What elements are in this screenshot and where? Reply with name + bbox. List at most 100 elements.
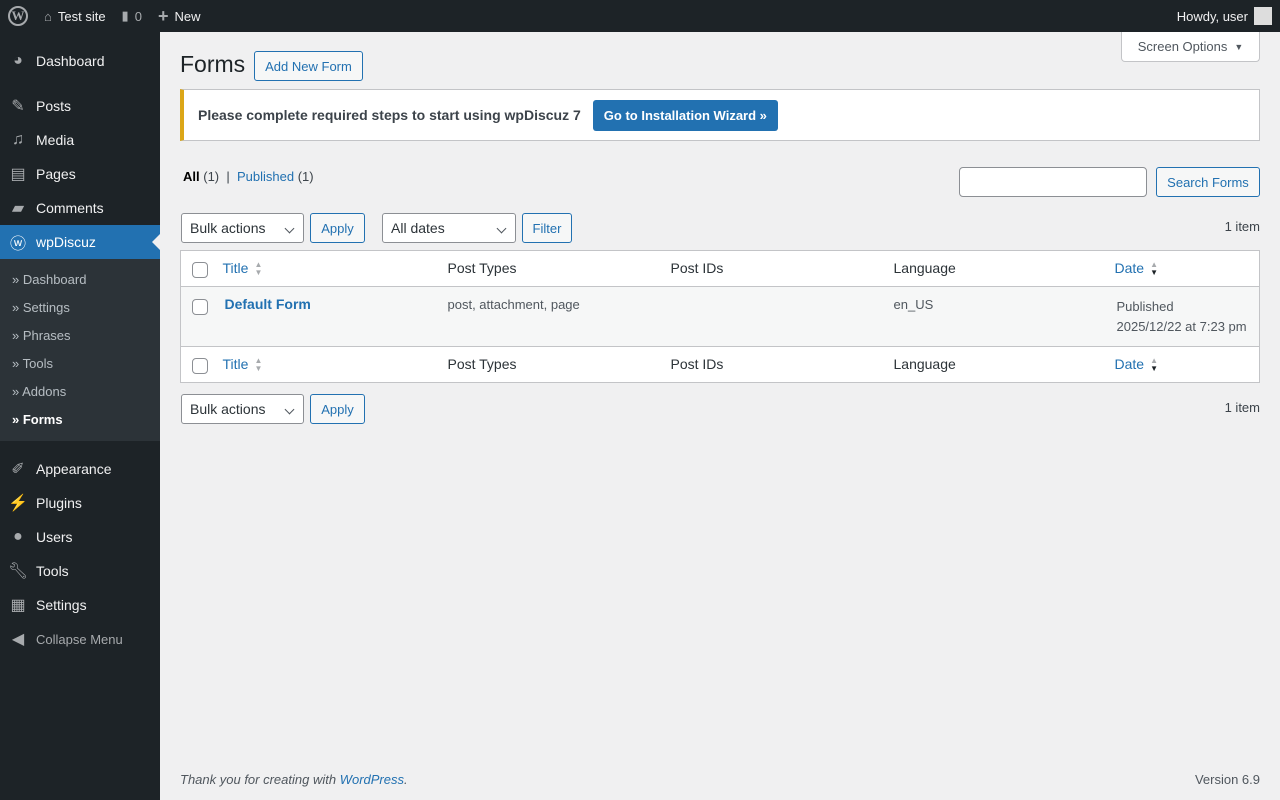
setup-notice: Please complete required steps to start … [180,89,1260,141]
installation-wizard-button[interactable]: Go to Installation Wizard » [592,99,778,131]
select-all-checkbox-footer[interactable] [192,358,208,374]
date-text: 2025/12/22 at 7:23 pm [1116,319,1247,334]
menu-tools[interactable]: 🔧︎ Tools [0,554,160,588]
collapse-label: Collapse Menu [36,631,123,647]
page-title: Forms [180,51,246,77]
submenu-settings[interactable]: » Settings [12,300,70,315]
language-cell: en_US [893,297,934,312]
sort-icon: ▲ ▼ [254,356,263,374]
table-footer: Title ▲ ▼ Post Types Post IDs Language Dat… [181,347,1260,383]
apply-button[interactable]: Apply [310,213,365,243]
menu-label: Dashboard [36,53,105,69]
notice-text: Please complete required steps to start … [198,107,581,123]
table-row: Default Form post, attachment, page en_U… [180,286,1260,347]
bulk-actions-select-bottom[interactable]: Bulk actions [181,394,304,424]
menu-appearance[interactable]: ✐ Appearance [0,452,160,486]
sort-title[interactable]: Title [222,260,249,276]
item-count: 1 item [1224,219,1260,234]
all-count: (1) [203,169,220,184]
bulk-actions-select[interactable]: Bulk actions [181,213,304,243]
column-post-ids: Post IDs [670,260,724,276]
menu-pages[interactable]: ▤ Pages [0,157,160,191]
wrench-icon: 🔧︎ [7,563,29,580]
row-checkbox[interactable] [192,299,208,315]
footer-thanks: Thank you for creating with WordPress. [180,772,408,787]
column-language-footer: Language [893,356,956,372]
dates-select[interactable]: All dates [382,213,516,243]
wordpress-logo-icon[interactable]: W [0,0,36,32]
column-language: Language [893,260,956,276]
thanks-text: Thank you for creating with [180,772,340,787]
submenu-phrases[interactable]: » Phrases [12,328,71,343]
menu-settings[interactable]: ▦ Settings [0,588,160,622]
sort-date[interactable]: Date [1114,260,1145,276]
search-forms-button[interactable]: Search Forms [1156,167,1260,197]
user-icon: ● [13,528,23,545]
post-ids-cell [671,287,894,347]
forms-table: Title ▲ ▼ Post Types Post IDs Language Dat… [180,250,1260,383]
column-post-types: Post Types [447,260,517,276]
menu-label: Appearance [36,461,112,477]
menu-comments[interactable]: ▰ Comments [0,191,160,225]
caret-down-icon: ▼ [1234,41,1244,52]
submenu-tools[interactable]: » Tools [12,356,53,371]
apply-button-bottom[interactable]: Apply [310,394,365,424]
sort-desc-icon: ▲ ▼ [1150,356,1158,374]
site-name-link[interactable]: ⌂ Test site [36,0,114,32]
published-count: (1) [297,169,314,184]
sort-desc-icon: ▲ ▼ [1150,260,1158,278]
brush-icon: ✐ [11,461,25,478]
account-menu[interactable]: Howdy, user [1177,0,1272,32]
filter-all[interactable]: All [183,169,200,184]
item-count-bottom: 1 item [1224,400,1260,415]
post-types-cell: post, attachment, page [447,297,580,312]
search-input[interactable] [959,167,1147,197]
new-label: New [174,8,201,24]
version-text: Version 6.9 [1194,772,1260,787]
howdy-text: Howdy, user [1176,8,1248,24]
menu-posts[interactable]: ✎ Posts [0,89,160,123]
menu-plugins[interactable]: ⚡ Plugins [0,486,160,520]
select-all-checkbox[interactable] [192,262,208,278]
menu-label: Tools [36,563,69,579]
avatar [1254,7,1272,25]
submenu-forms[interactable]: » Forms [12,412,63,427]
wordpress-link[interactable]: WordPress [339,772,404,787]
menu-label: Plugins [36,495,82,511]
settings-icon: ▦ [10,597,26,614]
comment-count: 0 [134,8,142,24]
submenu-addons[interactable]: » Addons [12,384,67,399]
menu-media[interactable]: ♫ Media [0,123,160,157]
filter-button[interactable]: Filter [522,213,572,243]
screen-options-button[interactable]: Screen Options ▼ [1121,32,1260,62]
menu-wpdiscuz[interactable]: ⓦ wpDiscuz [0,225,160,259]
menu-label: Users [36,529,73,545]
comment-icon: ▮ [121,8,129,23]
sort-icon: ▲ ▼ [254,260,263,278]
site-name: Test site [57,8,106,24]
menu-label: wpDiscuz [36,234,96,250]
submenu-dashboard[interactable]: » Dashboard [12,272,87,287]
filter-published[interactable]: Published [236,169,295,184]
sort-title-footer[interactable]: Title [222,356,249,372]
admin-bar: W ⌂ Test site ▮ 0 + New Howdy, user [0,0,1280,32]
screen-options-label: Screen Options [1137,39,1228,54]
add-new-form-button[interactable]: Add New Form [254,51,363,81]
menu-label: Media [36,132,75,148]
new-content-link[interactable]: + New [150,0,209,32]
plugin-icon: ⚡ [8,495,28,512]
menu-dashboard[interactable]: ◕ Dashboard [0,44,160,78]
media-icon: ♫ [12,131,24,148]
form-title-link[interactable]: Default Form [224,296,311,312]
pin-icon: ✎ [11,98,25,115]
date-cell: Published 2025/12/22 at 7:23 pm [1115,287,1260,347]
comments-link[interactable]: ▮ 0 [114,0,150,32]
sort-date-footer[interactable]: Date [1114,356,1145,372]
menu-users[interactable]: ● Users [0,520,160,554]
admin-menu: ◕ Dashboard ✎ Posts ♫ Media ▤ Pages ▰ Comment… [0,32,160,800]
table-header: Title ▲ ▼ Post Types Post IDs Language Dat… [180,251,1260,287]
wpdiscuz-icon: ⓦ [9,236,26,253]
column-post-types-footer: Post Types [447,356,517,372]
collapse-menu[interactable]: ◀ Collapse Menu [0,622,160,656]
pages-icon: ▤ [10,166,26,183]
